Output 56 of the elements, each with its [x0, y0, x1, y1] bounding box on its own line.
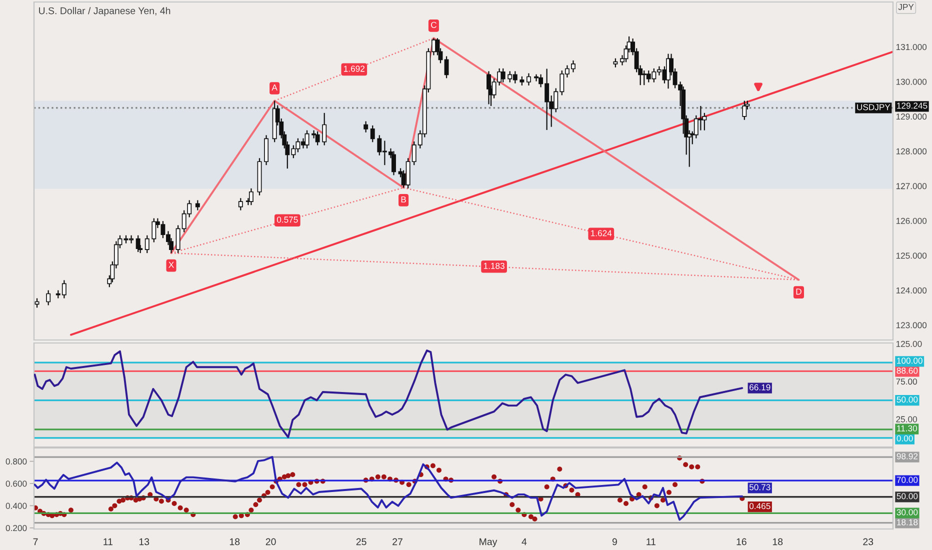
x-tick-label: 18 [230, 538, 240, 546]
ref-line-label: 88.60 [896, 368, 918, 374]
annotation: 1.624 [591, 230, 612, 236]
x-tick-label: 7 [33, 538, 38, 546]
annotation: 1.183 [484, 262, 504, 269]
ref-line-label: 50.00 [896, 493, 918, 500]
annotation: A [272, 84, 278, 90]
text: U.S. Dollar / Japanese Yen, 4h [39, 7, 170, 16]
x-tick-label: 11 [104, 538, 112, 546]
annotation: 1.692 [344, 66, 364, 72]
y-tick-label: 127.000 [896, 183, 927, 190]
y-tick-label: 0.800 [6, 458, 27, 465]
x-tick-label: 9 [612, 538, 617, 546]
ref-line-label: 50.00 [896, 396, 918, 403]
y-tick-label: 0.600 [6, 480, 27, 487]
x-tick-label: 20 [266, 538, 276, 546]
data-label: 50.73 [749, 484, 770, 490]
ref-line-label: 18.18 [897, 519, 918, 526]
x-tick-label: 27 [392, 538, 402, 546]
annotation: D [796, 288, 802, 295]
ref-line-label: 70.00 [896, 476, 918, 483]
x-tick-label: 11 [646, 538, 656, 546]
x-tick-label: 18 [772, 538, 783, 546]
ref-line-label: 11.30 [897, 425, 918, 432]
y-tick-label: 129.245 [897, 102, 928, 109]
y-tick-label: 131.000 [896, 44, 927, 50]
y-tick-label: 124.000 [896, 287, 927, 294]
ref-line-label: 30.00 [896, 509, 918, 516]
annotation: 0.575 [276, 216, 298, 223]
x-tick-label: 23 [863, 538, 874, 546]
ref-line-label: 100.00 [897, 358, 922, 364]
data-label: 0.465 [749, 503, 770, 510]
y-tick-label: 125.00 [896, 340, 922, 347]
x-tick-label: 25 [356, 538, 366, 546]
y-axis-title: JPY [898, 4, 914, 10]
x-tick-label: 13 [139, 538, 150, 546]
ref-line-label: USDJPY [857, 104, 890, 110]
y-tick-label: 125.000 [896, 252, 927, 259]
y-tick-label: 75.00 [896, 378, 917, 385]
y-tick-label: 129.000 [896, 114, 927, 120]
y-tick-label: 126.000 [896, 218, 927, 224]
y-tick-label: 0.400 [6, 502, 27, 509]
y-tick-label: 123.000 [896, 322, 927, 328]
annotation: B [401, 196, 406, 202]
y-tick-label: 128.000 [896, 148, 927, 154]
annotation: X [168, 262, 174, 268]
y-tick-label: 130.000 [896, 78, 927, 85]
y-tick-label: 0.200 [6, 525, 27, 532]
x-tick-label: May [480, 538, 498, 548]
y-tick-label: 25.00 [896, 416, 917, 422]
ref-line-label: 98.92 [896, 453, 918, 460]
x-tick-label: 4 [522, 538, 527, 546]
ref-line-label: 0.00 [896, 435, 913, 442]
x-tick-label: 16 [736, 538, 746, 546]
annotation: C [431, 22, 436, 28]
data-label: 66.19 [750, 384, 770, 390]
